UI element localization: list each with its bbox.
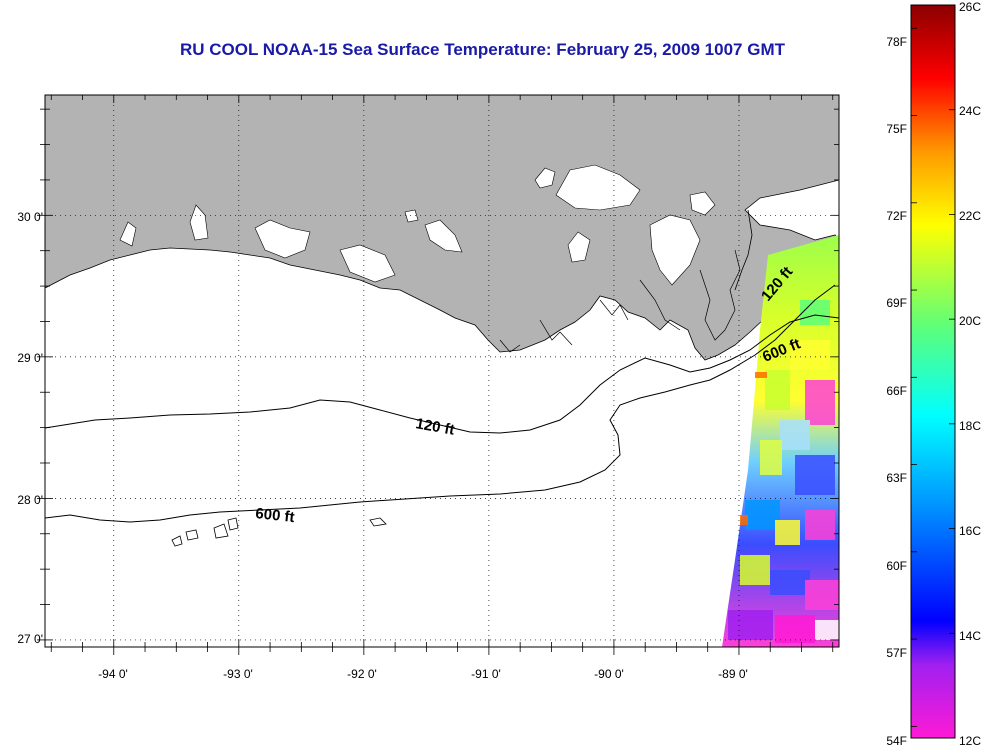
cb-c-24: 24C (959, 104, 981, 118)
lon-label-93: -93 0' (223, 667, 253, 681)
lake (339, 244, 396, 283)
cb-f-54: 54F (886, 734, 907, 748)
lon-label-91: -91 0' (471, 667, 501, 681)
cb-f-60: 60F (886, 559, 907, 573)
cb-f-75: 75F (886, 122, 907, 136)
lat-label-28: 28 0' (17, 493, 43, 507)
cb-f-63: 63F (886, 471, 907, 485)
colorbar-c-labels: 26C 24C 22C 20C 18C 16C 14C 12C (959, 0, 981, 748)
contour-600-ft-islands (171, 517, 387, 547)
graticule (45, 95, 839, 647)
colorbar-f-labels: 78F 75F 72F 69F 66F 63F 60F 57F 54F (886, 35, 907, 748)
plot-frame (44, 94, 840, 648)
cb-c-20: 20C (959, 314, 981, 328)
lake (534, 167, 556, 189)
contour-label-120-west: 120 ft (414, 415, 456, 439)
latitude-labels: 30 0' 29 0' 28 0' 27 0' (17, 210, 43, 646)
lon-label-90: -90 0' (594, 667, 624, 681)
cb-c-16: 16C (959, 524, 981, 538)
lake (649, 214, 701, 286)
cb-c-12: 12C (959, 734, 981, 748)
lake (404, 209, 419, 223)
cb-c-14: 14C (959, 629, 981, 643)
cb-c-22: 22C (959, 209, 981, 223)
lake (119, 221, 137, 247)
colorbar (910, 4, 956, 739)
lat-label-30: 30 0' (17, 210, 43, 224)
contour-600-ft-line (45, 284, 836, 523)
colorbar-ticks (911, 4, 955, 739)
lake (189, 204, 209, 241)
contour-label-600-west: 600 ft (255, 505, 296, 526)
lon-label-89: -89 0' (718, 667, 748, 681)
cb-f-57: 57F (886, 646, 907, 660)
cb-c-26: 26C (959, 0, 981, 14)
lat-label-29: 29 0' (17, 351, 43, 365)
cb-f-66: 66F (886, 384, 907, 398)
cb-f-78: 78F (886, 35, 907, 49)
barrier-island (734, 209, 753, 291)
lake (689, 191, 716, 216)
cb-c-18: 18C (959, 419, 981, 433)
lake (424, 219, 463, 253)
lake (254, 219, 311, 259)
frame-ticks (37, 95, 839, 655)
cb-f-72: 72F (886, 209, 907, 223)
contour-120-ft-line (45, 314, 839, 434)
map-title: RU COOL NOAA-15 Sea Surface Temperature:… (180, 40, 785, 59)
delta-marsh (499, 249, 741, 353)
lon-label-92: -92 0' (347, 667, 377, 681)
lake (555, 164, 641, 211)
sst-texture (728, 300, 839, 643)
cb-f-69: 69F (886, 296, 907, 310)
longitude-labels: -94 0' -93 0' -92 0' -91 0' -90 0' -89 0… (98, 667, 748, 681)
lake (567, 231, 591, 263)
lon-label-94: -94 0' (98, 667, 128, 681)
lat-label-27: 27 0' (17, 632, 43, 646)
